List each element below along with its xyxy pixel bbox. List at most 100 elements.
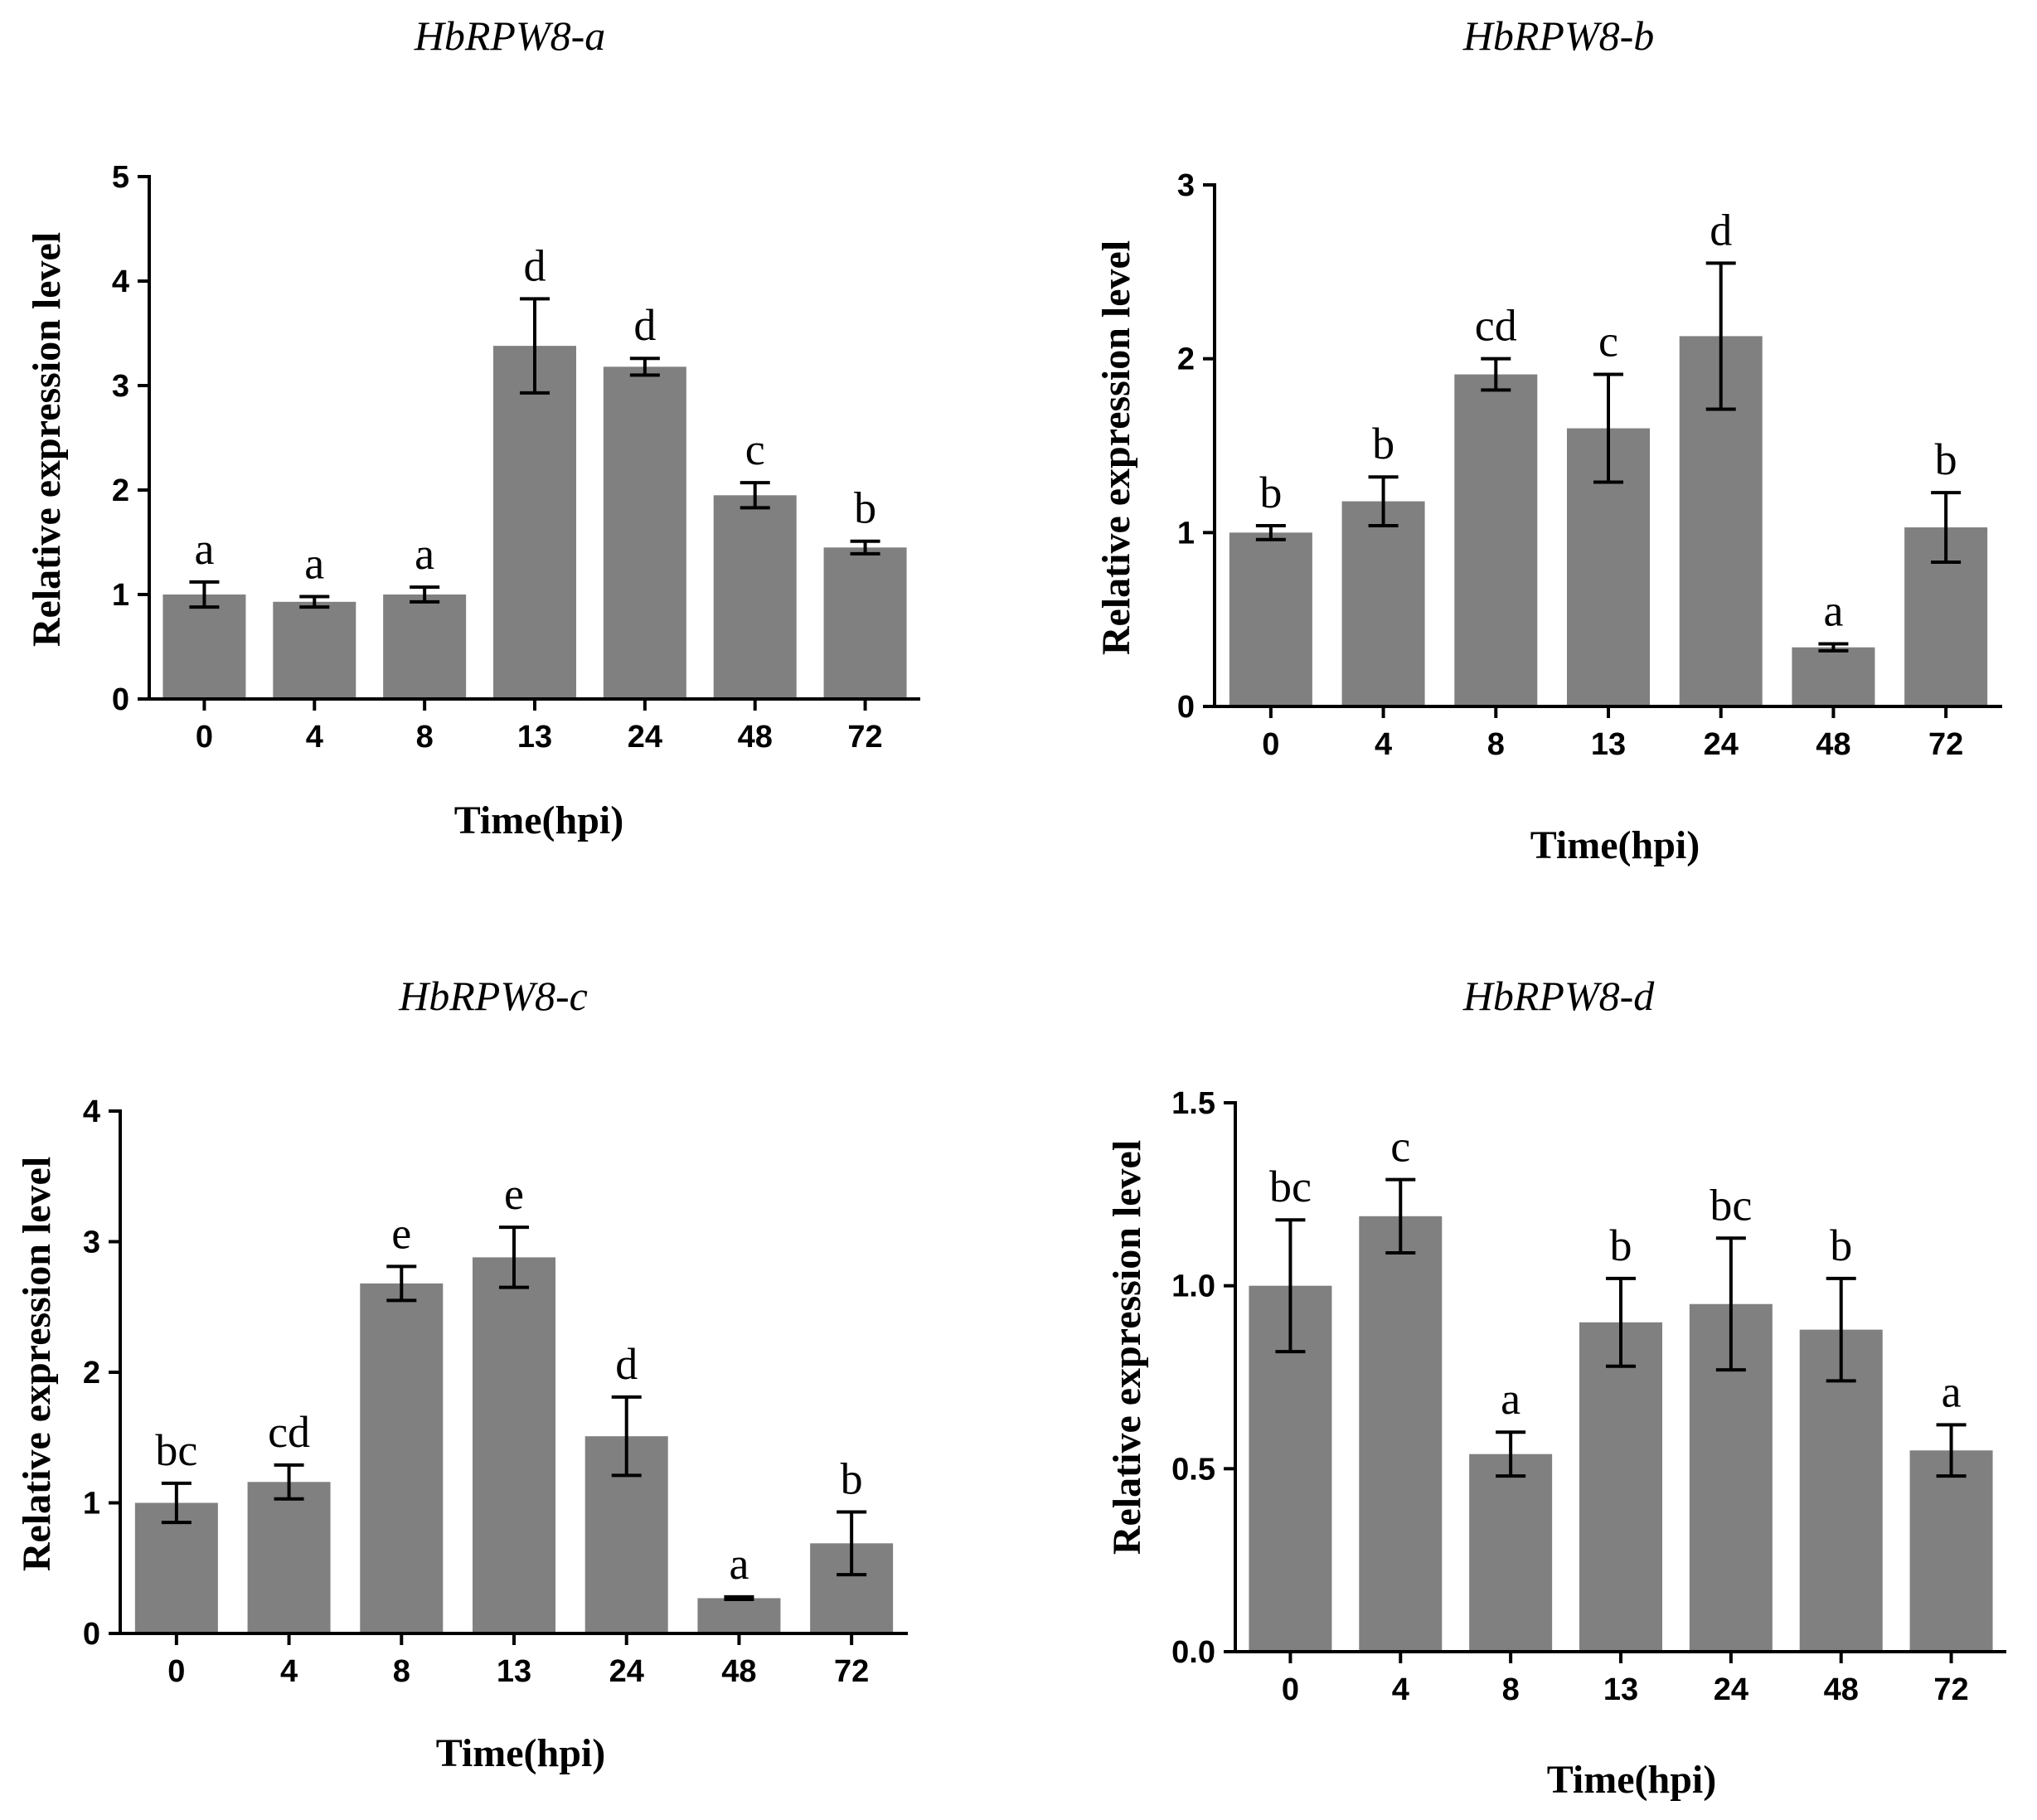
significance-label: a [415,529,434,579]
bar [1341,501,1425,706]
y-tick-label: 1 [83,1487,100,1522]
y-tick-label: 0 [112,682,129,717]
x-tick-label: 48 [721,1654,756,1689]
x-tick-label: 72 [1928,727,1963,762]
bar [603,366,686,699]
x-tick-label: 0 [167,1654,185,1689]
y-axis-label: Relative expression level [1094,240,1138,655]
x-tick-label: 13 [517,720,552,755]
significance-label: a [1501,1374,1520,1424]
x-tick-label: 8 [393,1654,410,1689]
significance-label: a [1942,1366,1962,1416]
x-tick-label: 24 [609,1654,644,1689]
x-tick-label: 48 [1816,727,1850,762]
y-tick-label: 1.0 [1171,1269,1215,1304]
significance-label: a [304,539,324,589]
y-tick-label: 3 [83,1225,100,1260]
significance-label: a [194,524,214,574]
bar [1359,1216,1443,1652]
y-tick-label: 0 [1177,690,1195,725]
bar [697,1598,781,1633]
chart-title: HbRPW8-a [414,12,606,59]
significance-label: e [504,1169,524,1219]
x-tick-label: 24 [1714,1672,1748,1707]
bar [1799,1329,1883,1652]
bar [1229,532,1312,706]
x-tick-label: 72 [847,720,882,755]
y-tick-label: 0.5 [1171,1452,1215,1487]
significance-label: d [633,300,656,350]
x-tick-label: 4 [1392,1672,1409,1707]
x-tick-label: 4 [1375,727,1392,762]
x-tick-label: 8 [1487,727,1505,762]
chart-panel-hbrpw8-b: HbRPW8-b Relative expression level Time(… [1094,12,2002,867]
y-tick-label: 0.0 [1171,1635,1215,1670]
y-tick-label: 5 [112,160,129,195]
y-tick-label: 1 [1177,516,1195,551]
bar [823,547,907,699]
chart-panel-hbrpw8-c: HbRPW8-c Relative expression level Time(… [15,973,908,1775]
y-tick-label: 4 [112,265,129,299]
y-tick-label: 1 [112,578,129,613]
bar [134,1502,218,1633]
significance-label: c [745,425,765,474]
x-tick-label: 13 [1591,727,1626,762]
bar [383,595,467,699]
bar [162,595,246,699]
y-tick-label: 0 [83,1617,100,1652]
x-tick-label: 0 [196,720,213,755]
bar [1469,1454,1553,1652]
bar [1792,647,1875,706]
x-tick-label: 13 [1603,1672,1638,1707]
significance-label: b [854,483,876,533]
bar [247,1482,331,1633]
significance-label: cd [1475,301,1517,351]
significance-label: b [1610,1221,1632,1270]
y-tick-label: 3 [112,369,129,404]
significance-label: b [1830,1221,1852,1270]
bar [493,346,576,699]
significance-label: b [1372,419,1394,468]
x-tick-label: 13 [497,1654,531,1689]
x-tick-label: 8 [416,720,434,755]
significance-label: a [729,1539,749,1589]
x-tick-label: 4 [306,720,323,755]
significance-label: d [615,1339,638,1389]
x-axis-label: Time(hpi) [1547,1758,1716,1802]
significance-label: d [1710,205,1732,255]
significance-label: b [841,1454,863,1504]
bar [1454,374,1538,706]
x-tick-label: 24 [628,720,662,755]
significance-label: bc [155,1425,197,1475]
y-axis-label: Relative expression level [15,1157,59,1571]
x-tick-label: 0 [1262,727,1279,762]
significance-label: b [1935,434,1957,484]
x-tick-label: 8 [1502,1672,1520,1707]
y-tick-label: 2 [1177,342,1195,377]
x-tick-label: 48 [1824,1672,1859,1707]
bar [473,1257,555,1633]
chart-title: HbRPW8-d [1462,973,1655,1019]
x-tick-label: 48 [738,720,773,755]
x-tick-label: 4 [280,1654,298,1689]
x-tick-label: 24 [1704,727,1739,762]
chart-panel-hbrpw8-a: HbRPW8-a Relative expression level Time(… [25,12,920,842]
y-tick-label: 4 [83,1094,100,1129]
bar [273,601,356,699]
chart-panel-hbrpw8-d: HbRPW8-d Relative expression level Time(… [1105,973,2006,1802]
y-tick-label: 2 [83,1356,100,1390]
significance-label: c [1390,1122,1410,1172]
x-axis-label: Time(hpi) [1530,823,1700,867]
significance-label: b [1259,468,1282,517]
significance-label: cd [268,1407,310,1457]
bar [713,495,797,699]
chart-title: HbRPW8-c [398,973,588,1019]
y-tick-label: 1.5 [1171,1086,1215,1121]
significance-label: d [524,240,546,290]
chart-title: HbRPW8-b [1462,12,1655,59]
bar [1579,1322,1662,1652]
y-tick-label: 3 [1177,168,1195,203]
bar [1909,1450,1993,1652]
